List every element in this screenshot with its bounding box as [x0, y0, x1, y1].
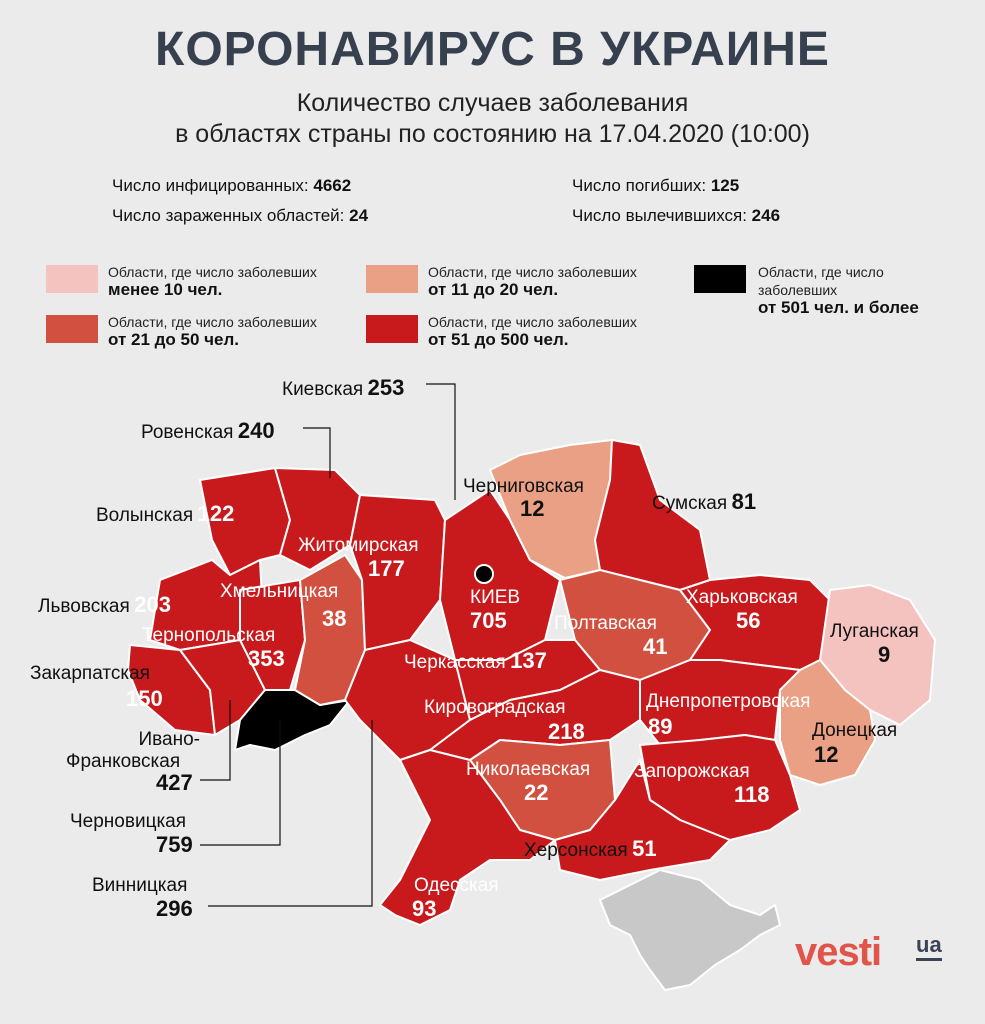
leader-rovno: [303, 427, 331, 478]
label-chernovtsy: Черновицкая: [70, 811, 187, 832]
label-zaporozhye: Запорожская: [634, 761, 750, 782]
label-kherson: Херсонская 51: [524, 836, 657, 861]
label-rovno: Ровенская 240: [141, 418, 275, 443]
legend-lt10: Области, где число заболевших менее 10 че…: [108, 264, 317, 299]
value-zaporozhye: 118: [734, 782, 770, 807]
subtitle-line-1: Количество случаев заболевания: [296, 89, 689, 117]
stat-deaths: Число погибших: 125: [572, 176, 740, 195]
value-ivano: 427: [156, 770, 193, 795]
value-ternopil: 353: [248, 646, 285, 671]
label-zhitomir: Житомирская: [298, 535, 419, 556]
label-ternopil: Тернопольская: [142, 625, 276, 646]
label-kirovograd: Кировоградская: [424, 697, 566, 718]
label-kiev: КИЕВ: [470, 587, 521, 608]
label-ivano-2: Франковская: [66, 751, 181, 772]
leader-chernovtsy: [200, 720, 281, 846]
label-lviv: Львовская 203: [38, 592, 171, 617]
value-donetsk: 12: [814, 742, 839, 767]
value-dnepr: 89: [648, 714, 673, 739]
value-chernigov: 12: [520, 496, 545, 521]
value-odessa: 93: [412, 896, 437, 921]
label-donetsk: Донецкая: [812, 720, 898, 741]
region-sumy: [594, 439, 711, 591]
label-kharkov: Харьковская: [686, 587, 798, 608]
leader-ivano: [200, 700, 231, 781]
page-subtitle: Количество случаев заболевания в областя…: [0, 88, 985, 150]
legend-11-20: Области, где число заболевших от 11 до 20…: [428, 264, 637, 299]
label-dnepr: Днепропетровская: [646, 691, 811, 712]
value-kiev: 705: [470, 608, 507, 633]
legend-swatch-21-50: [46, 315, 98, 343]
brand-logo: vesti: [795, 930, 882, 974]
value-lugansk: 9: [878, 642, 891, 667]
value-kharkov: 56: [736, 608, 761, 633]
stat-regions: Число зараженных областей: 24: [112, 206, 369, 225]
label-chernigov: Черниговская: [463, 476, 584, 497]
region-odessa: [379, 749, 556, 926]
label-zakarpat: Закарпатская: [30, 663, 150, 684]
value-zhitomir: 177: [368, 556, 405, 581]
page-title: КОРОНАВИРУС В УКРАИНЕ: [155, 23, 830, 76]
value-nikolaev: 22: [524, 780, 549, 805]
label-ivano: Ивано-: [138, 729, 201, 750]
region-kherson: [554, 759, 731, 881]
value-khmelnitsky: 38: [322, 606, 347, 631]
stat-recovered: Число вылечившихся: 246: [572, 206, 781, 225]
leader-kiev-obl: [426, 383, 456, 500]
legend-gt500: Области, где число заболевших от 501 чел. …: [758, 264, 919, 317]
label-lugansk: Луганская: [830, 621, 919, 642]
legend-swatch-gt500: [694, 265, 746, 293]
label-poltava: Полтавская: [554, 613, 657, 634]
value-zakarpat: 150: [126, 686, 163, 711]
legend-swatch-lt10: [46, 265, 98, 293]
label-khmelnitsky: Хмельницкая: [220, 581, 339, 602]
region-rovno: [274, 467, 361, 571]
region-donetsk: [779, 659, 876, 786]
stat-infected: Число инфицированных: 4662: [112, 176, 352, 195]
value-vinnitsa: 296: [156, 896, 193, 921]
value-chernovtsy: 759: [156, 832, 193, 857]
brand-logo-suffix: ua: [916, 932, 942, 961]
region-crimea: [599, 869, 781, 991]
label-vinnitsa: Винницкая: [92, 875, 188, 896]
region-dnepr: [639, 659, 801, 746]
kiev-city-marker: [474, 564, 494, 584]
legend-swatch-51-500: [366, 315, 418, 343]
value-poltava: 41: [643, 634, 668, 659]
label-odessa: Одесская: [414, 875, 499, 896]
label-nikolaev: Николаевская: [466, 759, 591, 780]
label-sumy: Сумская 81: [652, 489, 757, 514]
value-kirovograd: 218: [548, 719, 585, 744]
leader-vinnitsa: [208, 720, 373, 907]
subtitle-line-2: в областях страны по состоянию на 17.04.…: [175, 120, 810, 148]
legend-swatch-11-20: [366, 265, 418, 293]
label-kiev-obl: Киевская 253: [282, 375, 405, 400]
label-volyn: Волынская 122: [96, 501, 235, 526]
label-cherkassy: Черкасская 137: [404, 648, 547, 673]
legend-51-500: Области, где число заболевших от 51 до 50…: [428, 314, 637, 349]
legend-21-50: Области, где число заболевших от 21 до 50…: [108, 314, 317, 349]
